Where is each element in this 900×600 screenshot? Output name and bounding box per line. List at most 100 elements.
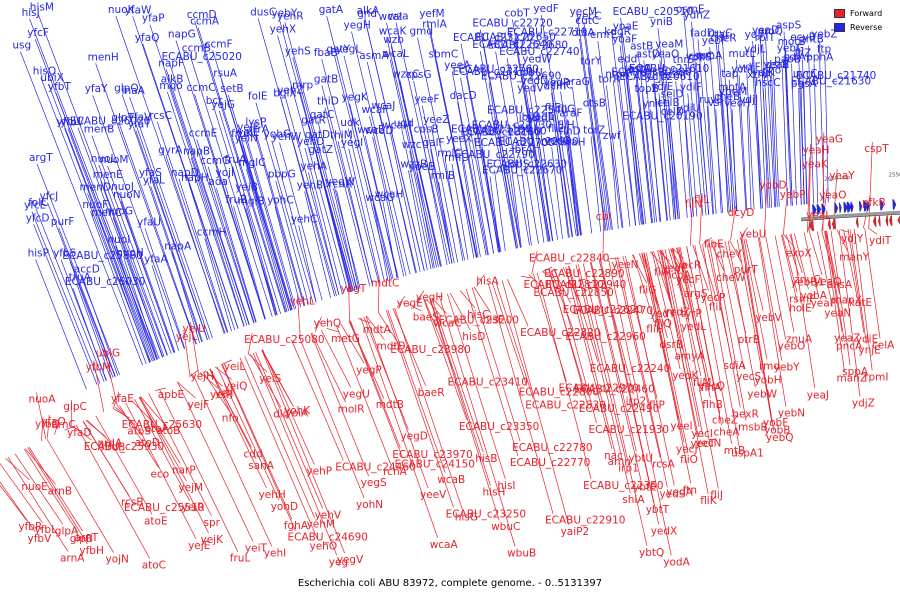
label-connector-line <box>257 18 337 296</box>
label-connector-line <box>660 249 673 269</box>
reverse-gene-label: thiM <box>330 129 353 141</box>
forward-gene-label: msbB <box>738 422 768 434</box>
reverse-swatch <box>834 22 845 32</box>
label-connector-line <box>824 55 829 203</box>
label-connector-line <box>216 366 280 500</box>
forward-gene-label: yecR <box>676 259 702 271</box>
forward-gene-label: nac <box>604 450 623 462</box>
forward-gene-label: flhB <box>702 399 722 411</box>
label-connector-line <box>349 103 393 280</box>
reverse-gene-label: ruvB <box>699 94 723 106</box>
reverse-gene-label: cho <box>762 64 781 76</box>
label-connector-line <box>736 59 747 211</box>
label-connector-line <box>95 415 153 515</box>
label-connector-line <box>606 85 624 228</box>
reverse-gene-label: wcaK <box>379 26 408 38</box>
forward-gene-label: yebU <box>739 229 766 241</box>
label-connector-line <box>638 253 659 307</box>
reverse-gene-label: yedP <box>544 77 570 89</box>
label-connector-line <box>494 170 506 252</box>
reverse-gene-label: ECABU_c23170 <box>453 32 533 44</box>
forward-gene-label: yedL <box>681 321 706 333</box>
reverse-gene-label: ccmA <box>190 16 220 28</box>
reverse-gene-label: yeeA <box>444 59 471 71</box>
label-connector-line <box>715 109 722 214</box>
label-connector-line <box>536 272 592 480</box>
label-connector-line <box>637 52 658 223</box>
label-connector-line <box>36 163 121 376</box>
reverse-gene-label: nuoH <box>116 247 144 259</box>
label-connector-line <box>622 256 658 399</box>
reverse-gene-label: ntpA <box>605 68 630 80</box>
gene-arrow <box>858 201 863 212</box>
forward-gene-label: yeaG <box>816 134 843 146</box>
forward-gene-label: yedY <box>650 308 676 320</box>
label-connector-line <box>138 397 187 482</box>
gene-arrow <box>843 202 848 213</box>
reverse-gene-label: rmlC <box>437 147 462 159</box>
label-connector-line <box>465 288 519 456</box>
forward-gene-label: ECABU_c21930 <box>589 424 669 436</box>
reverse-gene-label: cspC <box>688 50 713 62</box>
label-connector-line <box>112 408 130 419</box>
forward-gene-label: nuoE <box>21 481 47 493</box>
forward-gene-label: fghA <box>284 520 309 532</box>
forward-gene-label: nrdB <box>101 442 126 454</box>
label-connector-line <box>333 188 357 290</box>
label-connector-line <box>387 309 446 473</box>
reverse-gene-label: hisM <box>30 1 54 13</box>
label-connector-line <box>791 63 797 206</box>
label-connector-line <box>668 100 679 220</box>
forward-gene-label: yohN <box>356 499 383 511</box>
forward-gene-label: yejE <box>188 540 210 552</box>
reverse-gene-label: yfaA <box>144 253 168 265</box>
reverse-gene-label: vecH <box>724 97 750 109</box>
label-connector-line <box>803 81 807 205</box>
label-connector-line <box>782 188 789 235</box>
reverse-gene-label: ibrA <box>512 144 534 156</box>
reverse-gene-label: yehC <box>291 213 318 225</box>
reverse-gene-label: yeiE <box>237 127 259 139</box>
label-connector-line <box>245 207 276 316</box>
gene-arrow <box>897 215 900 225</box>
label-connector-line <box>618 78 637 226</box>
forward-gene-label: yeiP <box>210 389 232 401</box>
forward-gene-label: yegV <box>337 554 364 566</box>
label-connector-line <box>751 55 762 209</box>
forward-gene-label: yodA <box>663 557 690 569</box>
label-connector-line <box>461 160 479 258</box>
label-connector-line <box>718 44 732 213</box>
label-connector-line <box>867 227 878 235</box>
label-connector-line <box>476 274 485 287</box>
forward-gene-label: hisF <box>483 314 504 326</box>
reverse-gene-label: menC <box>91 207 122 219</box>
forward-gene-label: rsmF <box>789 293 815 305</box>
label-connector-line <box>121 94 208 341</box>
reverse-gene-label: yegI <box>341 137 363 149</box>
forward-gene-label: yohK <box>284 405 311 417</box>
label-connector-line <box>590 136 602 232</box>
label-connector-line <box>392 308 427 386</box>
label-connector-line <box>589 261 642 481</box>
label-connector-line <box>227 95 293 311</box>
label-connector-line <box>526 123 545 243</box>
reverse-gene-label: yohG <box>264 129 291 141</box>
forward-gene-label: yfaE <box>111 393 134 405</box>
reverse-gene-label: yeiF <box>237 122 259 134</box>
reverse-gene-label: nuoL <box>91 153 117 165</box>
reverse-gene-label: araH <box>560 136 585 148</box>
label-connector-line <box>369 116 407 276</box>
label-connector-line <box>488 82 519 249</box>
reverse-gene-label: dusC <box>250 6 276 18</box>
reverse-gene-label: cheR <box>710 33 736 45</box>
label-connector-line <box>87 193 150 363</box>
forward-gene-label: yojN <box>106 554 129 566</box>
reverse-gene-label: ECABU_c22680 <box>488 40 568 52</box>
label-connector-line <box>598 260 634 395</box>
label-connector-line <box>762 43 773 208</box>
forward-gene-label: ECABU_c22910 <box>545 515 625 527</box>
label-connector-line <box>242 144 291 311</box>
reverse-gene-label: yniB <box>650 16 673 28</box>
reverse-gene-label: ydjK <box>752 67 776 79</box>
forward-gene-label: atoD <box>135 437 160 449</box>
